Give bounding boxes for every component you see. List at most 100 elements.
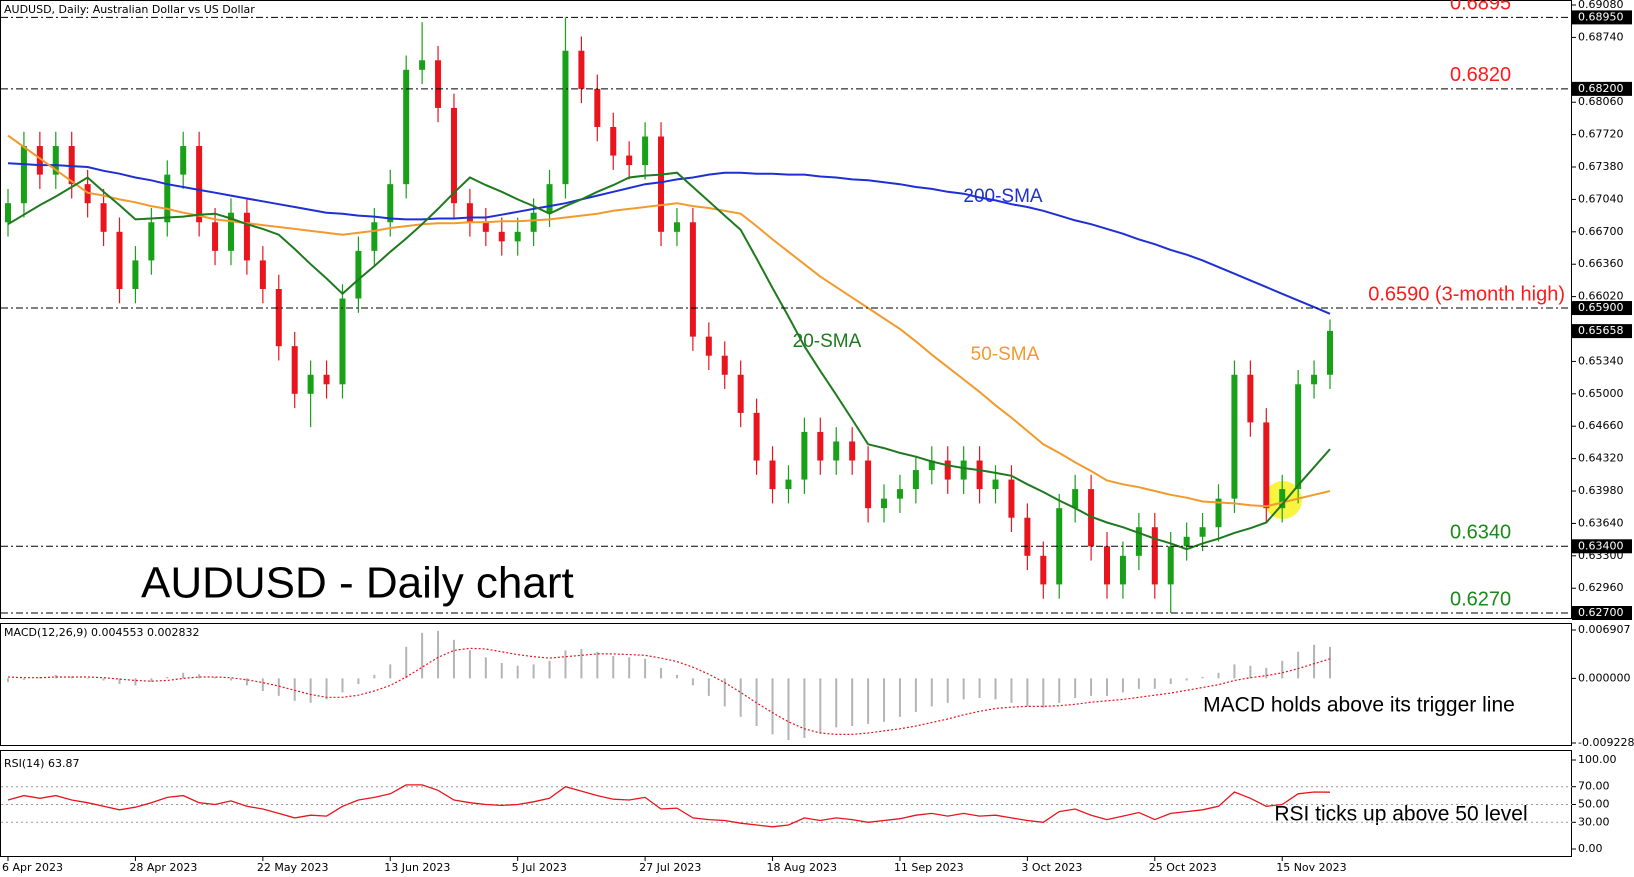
rsi-header: RSI(14) 63.87 xyxy=(4,757,79,770)
macd-bar xyxy=(54,674,57,679)
x-tick-label: 5 Jul 2023 xyxy=(512,861,567,874)
candle-body xyxy=(259,260,266,289)
candle-body xyxy=(1247,374,1254,423)
x-tick-label: 15 Nov 2023 xyxy=(1276,861,1346,874)
macd-bar xyxy=(1121,678,1124,693)
candle-body xyxy=(1024,517,1031,556)
macd-bar xyxy=(835,678,838,728)
macd-bar xyxy=(182,672,185,679)
candle-body xyxy=(865,460,872,509)
candle-body xyxy=(450,107,457,204)
macd-bar xyxy=(867,678,870,724)
axis-price-box xyxy=(1572,10,1632,25)
axis-price-label: 0.68200 xyxy=(1578,82,1624,95)
candle-body xyxy=(546,184,553,213)
y-tick-label: 0.64660 xyxy=(1578,419,1624,432)
macd-bar xyxy=(819,678,822,733)
y-tick-label: 0.63980 xyxy=(1578,484,1624,497)
macd-bar xyxy=(309,678,312,703)
y-tick-label: 50.00 xyxy=(1578,798,1610,811)
macd-bar xyxy=(771,678,774,735)
candle-body xyxy=(817,431,824,461)
y-tick-label: 0.00 xyxy=(1578,842,1603,855)
macd-bar xyxy=(962,678,965,700)
candle-body xyxy=(52,146,59,175)
candle-body xyxy=(610,126,617,156)
candle-body xyxy=(498,231,505,242)
candle-body xyxy=(307,374,314,394)
macd-bar xyxy=(1010,678,1013,703)
level-label: 0.6895 xyxy=(1450,0,1511,15)
macd-signal xyxy=(7,647,1331,735)
macd-bar xyxy=(596,651,599,679)
y-tick-label: 0.63640 xyxy=(1578,516,1624,529)
candle-body xyxy=(275,288,282,347)
candle-body xyxy=(928,460,935,471)
macd-bar xyxy=(1026,678,1029,707)
macd-bar xyxy=(325,678,328,700)
candle-body xyxy=(164,174,171,223)
candle-body xyxy=(896,489,903,499)
candle-body xyxy=(881,498,888,509)
macd-bar xyxy=(261,678,264,691)
y-tick-label: 0.000000 xyxy=(1578,671,1631,684)
macd-bar xyxy=(86,678,89,679)
macd-bar xyxy=(229,678,232,681)
candle-body xyxy=(5,203,11,223)
macd-bar xyxy=(628,657,631,679)
macd-bar xyxy=(118,678,121,684)
macd-bar xyxy=(946,678,949,703)
macd-bar xyxy=(707,678,710,696)
macd-bar xyxy=(102,678,105,681)
macd-bar xyxy=(564,650,567,679)
x-tick-label: 25 Oct 2023 xyxy=(1149,861,1217,874)
candle-body xyxy=(435,60,442,108)
level-label: 0.6590 (3-month high) xyxy=(1368,283,1565,305)
macd-bar xyxy=(452,639,455,679)
candle-body xyxy=(737,374,744,413)
macd-bar xyxy=(548,660,551,679)
macd-bar xyxy=(277,678,280,696)
sma-line xyxy=(7,162,1331,315)
candle-body xyxy=(1072,489,1079,509)
chart-header: AUDUSD, Daily: Australian Dollar vs US D… xyxy=(4,3,255,16)
macd-bar xyxy=(1074,678,1077,698)
candle-body xyxy=(562,50,569,185)
candle-body xyxy=(212,222,219,251)
candle-body xyxy=(530,212,537,232)
candle-body xyxy=(1215,498,1222,528)
candle-body xyxy=(291,346,298,394)
y-tick-label: 0.66700 xyxy=(1578,225,1624,238)
macd-bar xyxy=(38,676,41,679)
chart-title: AUDUSD - Daily chart xyxy=(141,559,574,608)
axis-price-box xyxy=(1572,301,1632,316)
level-label: 0.6340 xyxy=(1450,522,1511,544)
candle-body xyxy=(1119,555,1126,585)
macd-bar xyxy=(1233,664,1236,679)
macd-bar xyxy=(978,678,981,698)
candle-body xyxy=(1231,374,1238,499)
x-tick-label: 18 Aug 2023 xyxy=(767,861,837,874)
candle-body xyxy=(1295,384,1302,490)
candle-body xyxy=(132,260,139,289)
macd-bar xyxy=(1217,672,1220,679)
y-tick-label: 0.68740 xyxy=(1578,30,1624,43)
macd-bar xyxy=(293,678,296,701)
macd-bar xyxy=(7,678,9,682)
candle-body xyxy=(1183,536,1190,547)
candle-body xyxy=(323,374,330,385)
macd-bar xyxy=(70,676,73,679)
candle-body xyxy=(482,222,489,232)
candle-body xyxy=(1008,479,1015,518)
macd-bar xyxy=(516,665,519,679)
x-tick-label: 11 Sep 2023 xyxy=(894,861,964,874)
candle-body xyxy=(578,50,585,89)
candle-body xyxy=(1151,527,1158,585)
candle-body xyxy=(658,136,665,232)
candle-body xyxy=(20,146,27,204)
macd-bar xyxy=(405,646,408,679)
axis-price-label: 0.63400 xyxy=(1578,539,1624,552)
macd-bar xyxy=(1042,678,1045,708)
